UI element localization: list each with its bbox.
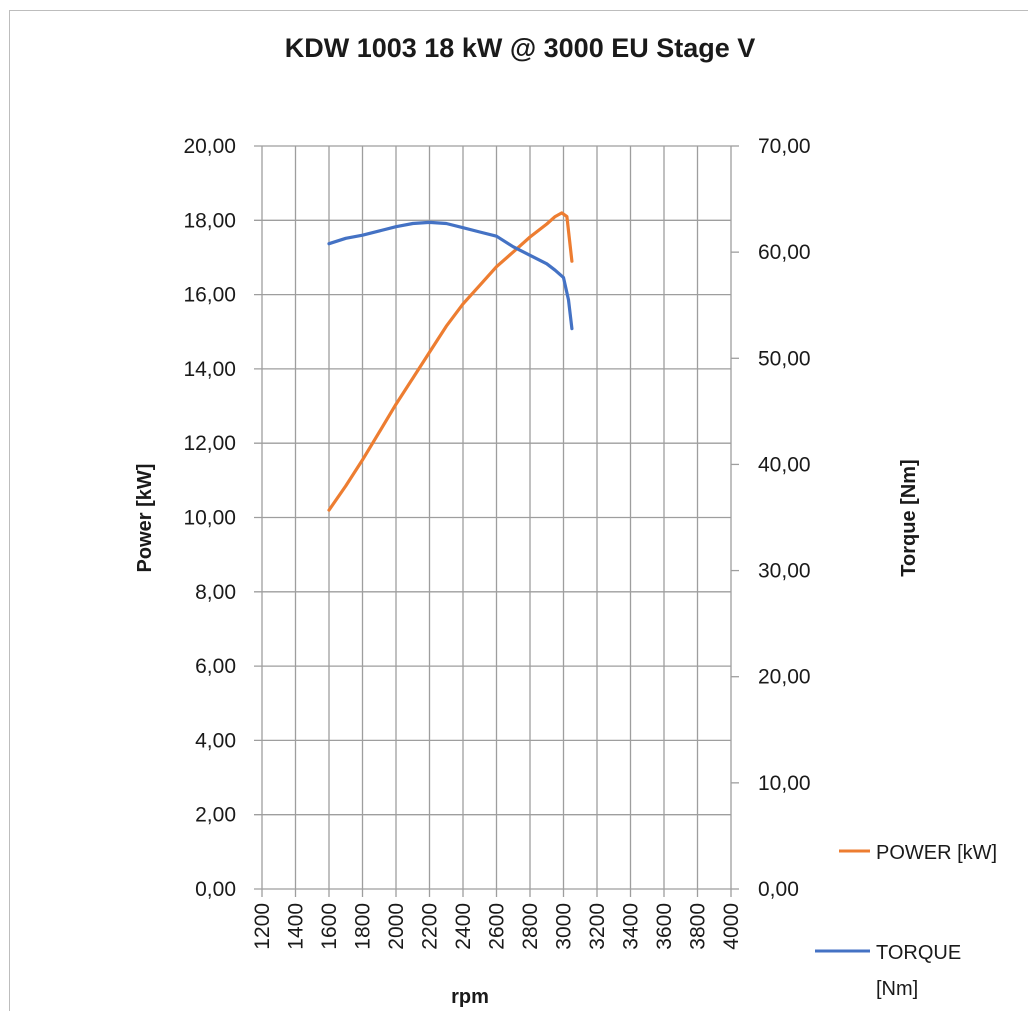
- right-tick-label-2: 20,00: [758, 666, 811, 689]
- x-tick-label-14: 4000: [720, 903, 743, 950]
- left-tick-label-9: 18,00: [183, 209, 236, 232]
- legend-torque-label-unit: [Nm]: [876, 978, 918, 1000]
- chart-title: KDW 1003 18 kW @ 3000 EU Stage V: [285, 33, 756, 63]
- x-tick-label-2: 1600: [318, 903, 341, 950]
- x-tick-label-3: 1800: [352, 903, 375, 950]
- series-layer: [327, 211, 574, 512]
- x-tick-label-10: 3200: [586, 903, 609, 950]
- right-tick-label-1: 10,00: [758, 772, 811, 795]
- series-line-power: [327, 211, 574, 512]
- right-axis-ticks: 0,00 10,00 20,00 30,00 40,00 50,00 60,00 70,00: [758, 135, 811, 901]
- right-axis-title: Torque [Nm]: [898, 459, 920, 576]
- left-tick-label-1: 2,00: [195, 804, 236, 827]
- x-axis-ticks: 1200 1400 1600 1800 2000 2200 2400 2600 2800 3000…: [251, 903, 743, 950]
- left-tick-label-3: 6,00: [195, 655, 236, 678]
- legend-power-label: POWER [kW]: [876, 842, 997, 864]
- x-tick-label-5: 2200: [419, 903, 442, 950]
- legend: POWER [kW] TORQUE [Nm]: [815, 842, 997, 1000]
- x-tick-label-7: 2600: [486, 903, 509, 950]
- left-tick-label-8: 16,00: [183, 284, 236, 307]
- left-tick-label-7: 14,00: [183, 358, 236, 381]
- x-tick-label-1: 1400: [285, 903, 308, 950]
- left-tick-label-6: 12,00: [183, 432, 236, 455]
- right-tick-label-7: 70,00: [758, 135, 811, 158]
- left-axis-title: Power [kW]: [134, 464, 156, 573]
- x-axis-title: rpm: [451, 986, 489, 1008]
- left-tick-label-4: 8,00: [195, 581, 236, 604]
- right-tick-label-6: 60,00: [758, 241, 811, 264]
- gridlines: [254, 145, 739, 897]
- left-tick-label-0: 0,00: [195, 878, 236, 901]
- chart-frame: [9, 10, 1028, 1011]
- right-tick-label-4: 40,00: [758, 453, 811, 476]
- left-axis-ticks: 0,00 2,00 4,00 6,00 8,00 10,00 12,00 14,00 16,00…: [183, 135, 236, 901]
- x-tick-label-9: 3000: [553, 903, 576, 950]
- x-tick-label-0: 1200: [251, 903, 274, 950]
- x-tick-label-8: 2800: [519, 903, 542, 950]
- right-tick-label-5: 50,00: [758, 347, 811, 370]
- right-tick-label-3: 30,00: [758, 560, 811, 583]
- series-line-torque: [327, 220, 574, 331]
- right-tick-label-0: 0,00: [758, 878, 799, 901]
- x-tick-label-12: 3600: [653, 903, 676, 950]
- left-tick-label-5: 10,00: [183, 507, 236, 530]
- left-tick-label-10: 20,00: [183, 135, 236, 158]
- x-tick-label-4: 2000: [385, 903, 408, 950]
- x-tick-label-13: 3800: [687, 903, 710, 950]
- legend-torque-label: TORQUE: [876, 942, 961, 964]
- left-tick-label-2: 4,00: [195, 729, 236, 752]
- x-tick-label-6: 2400: [452, 903, 475, 950]
- x-tick-label-11: 3400: [620, 903, 643, 950]
